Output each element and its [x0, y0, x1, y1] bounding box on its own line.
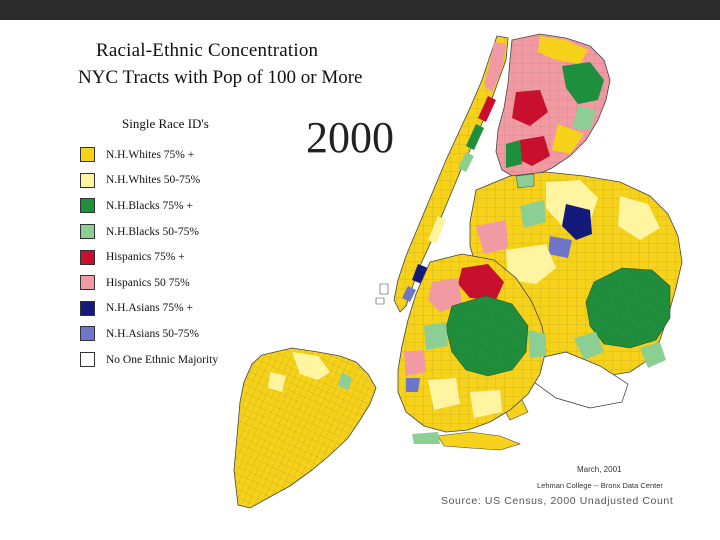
legend-swatch: [80, 352, 95, 368]
legend-label: N.H.Whites 50-75%: [106, 174, 201, 187]
map-date: March, 2001: [577, 465, 622, 474]
map-source: Source: US Census, 2000 Unadjusted Count: [441, 495, 674, 507]
manhattan: [393, 35, 509, 313]
legend-title: Single Race ID's: [122, 116, 209, 131]
legend-swatch: [80, 172, 95, 188]
legend-swatch: [80, 224, 95, 240]
staten-island: [233, 347, 377, 509]
legend-swatch: [80, 275, 95, 291]
bronx: [495, 33, 611, 179]
map-subtitle: NYC Tracts with Pop of 100 or More: [78, 67, 363, 88]
legend-item: N.H.Blacks 75% +: [80, 193, 250, 219]
map-year: 2000: [306, 113, 394, 162]
legend-item: N.H.Asians 75% +: [80, 296, 250, 322]
small-island: [375, 297, 385, 305]
small-island: [515, 173, 535, 189]
legend: Single Race ID's N.H.Whites 75% + N.H.Wh…: [80, 116, 250, 372]
legend-label: N.H.Asians 75% +: [106, 302, 193, 315]
legend-item: N.H.Whites 75% +: [80, 142, 250, 168]
legend-item: N.H.Asians 50-75%: [80, 321, 250, 347]
legend-label: N.H.Whites 75% +: [106, 148, 195, 161]
legend-swatch: [80, 147, 95, 163]
legend-label: Hispanics 75% +: [106, 251, 185, 264]
legend-swatch: [80, 326, 95, 342]
legend-item: Hispanics 75% +: [80, 244, 250, 270]
map-title: Racial-Ethnic Concentration: [96, 40, 319, 61]
legend-label: No One Ethnic Majority: [106, 353, 219, 366]
legend-label: Hispanics 50 75%: [106, 276, 190, 289]
legend-item: N.H.Blacks 50-75%: [80, 219, 250, 245]
legend-item: No One Ethnic Majority: [80, 347, 250, 373]
brooklyn: [397, 253, 547, 433]
top-bar: [0, 0, 720, 20]
map-organization: Lehman College -- Bronx Data Center: [537, 481, 663, 490]
legend-label: N.H.Blacks 75% +: [106, 199, 193, 212]
legend-swatch: [80, 198, 95, 214]
legend-item: N.H.Whites 50-75%: [80, 168, 250, 194]
legend-label: N.H.Asians 50-75%: [106, 327, 199, 340]
legend-item: Hispanics 50 75%: [80, 270, 250, 296]
small-island: [379, 283, 389, 295]
legend-label: N.H.Blacks 50-75%: [106, 225, 199, 238]
legend-swatch: [80, 249, 95, 265]
legend-swatch: [80, 300, 95, 316]
